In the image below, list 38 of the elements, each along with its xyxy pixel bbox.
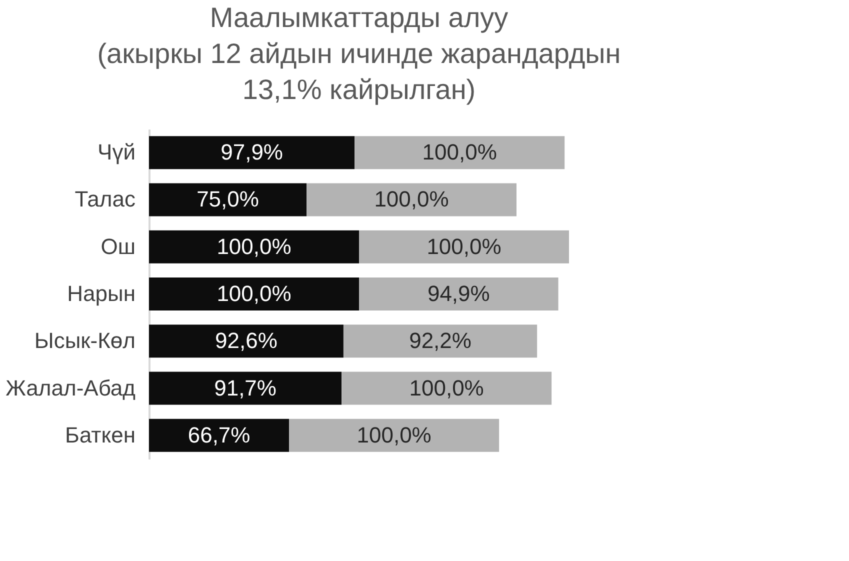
y-tick-label: Талас xyxy=(74,186,136,212)
bar xyxy=(359,278,558,310)
bar xyxy=(149,136,355,170)
bar xyxy=(343,324,538,358)
bar xyxy=(149,324,344,358)
bar xyxy=(149,230,359,264)
data-label: 92,2% xyxy=(409,328,472,354)
bar xyxy=(149,183,306,216)
data-label: 100,0% xyxy=(216,234,292,259)
text: 13,1% кайрылган) xyxy=(242,74,476,105)
text: (акыркы 12 айдын ичинде жарандардын xyxy=(97,38,621,69)
data-label: 100,0% xyxy=(422,140,497,165)
bar xyxy=(149,418,290,452)
y-tick-label: Ысык-Көл xyxy=(34,328,136,354)
data-label: 100,0% xyxy=(374,186,449,212)
data-label: 100,0% xyxy=(426,234,502,259)
data-label: 97,9% xyxy=(220,140,283,165)
data-label: 75,0% xyxy=(196,186,259,212)
data-label: 66,7% xyxy=(188,422,250,448)
bar xyxy=(354,136,565,170)
bar xyxy=(289,418,500,452)
y-tick-label: Жалал-Абад xyxy=(6,375,136,400)
data-label: 91,7% xyxy=(214,375,276,400)
y-tick-label: Чүй xyxy=(98,140,136,165)
bar xyxy=(359,230,569,264)
y-tick-label: Баткен xyxy=(64,422,136,448)
y-tick-label: Ош xyxy=(100,234,136,259)
data-label: 100,0% xyxy=(216,281,292,306)
y-tick-label: Нарын xyxy=(67,281,136,306)
data-label: 100,0% xyxy=(356,422,432,448)
bar xyxy=(149,372,342,405)
bar xyxy=(149,278,359,310)
data-label: 92,6% xyxy=(215,328,278,354)
bar xyxy=(342,372,552,405)
text: Маалымкаттарды алуу xyxy=(210,2,508,33)
bar xyxy=(306,183,516,216)
data-label: 100,0% xyxy=(409,375,484,400)
data-label: 94,9% xyxy=(427,281,490,306)
